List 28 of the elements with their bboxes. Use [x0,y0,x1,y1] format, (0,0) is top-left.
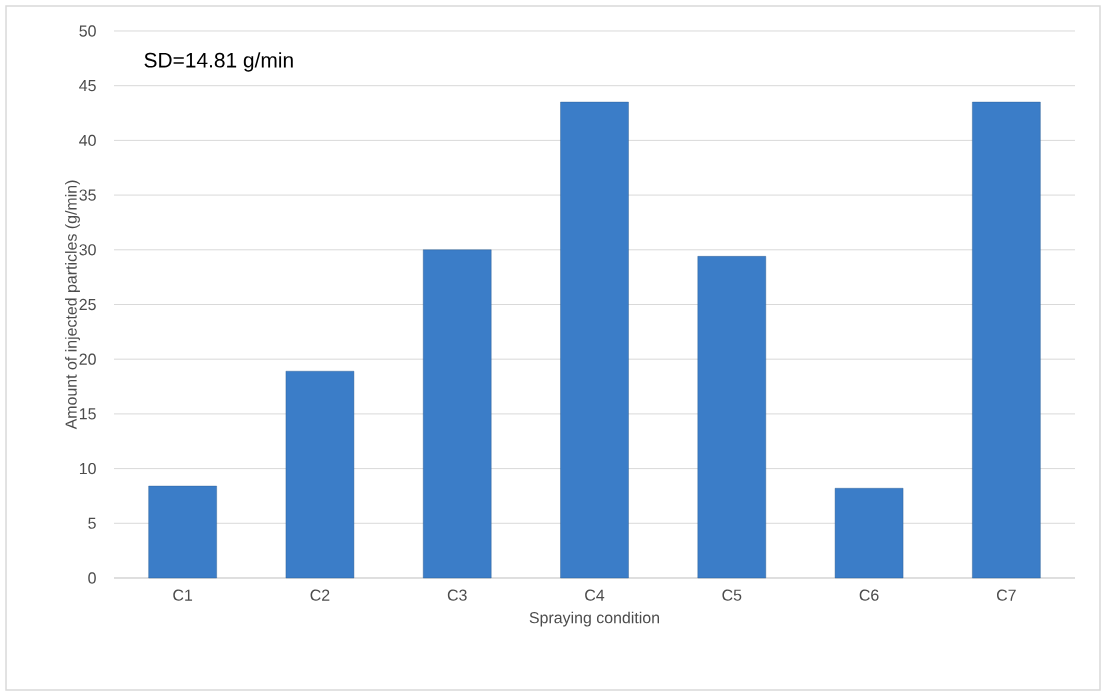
y-axis-title: Amount of injected particles (g/min) [65,180,80,430]
y-tick-label: 40 [79,134,96,147]
y-tick-label: 20 [79,353,96,365]
x-tick-label: C1 [173,589,193,601]
x-axis-title: Spraying condition [529,611,659,627]
y-tick-label: 10 [79,462,96,475]
annotation: SD=14.81 g/min [144,52,293,72]
y-tick-label: 15 [79,408,96,420]
x-tick-label: C2 [310,589,330,601]
y-tick-label: 50 [79,25,96,37]
bar [560,101,629,579]
y-tick-label: 35 [79,189,96,201]
y-tick-label: 45 [79,80,96,92]
y-tick-label: 5 [88,517,96,529]
bar [972,101,1041,579]
y-tick-label: 0 [88,572,96,584]
x-tick-label: C5 [722,589,742,601]
bar [834,488,904,579]
x-tick-label: C7 [996,589,1016,601]
x-tick-label: C3 [447,589,467,601]
bar [285,371,355,579]
bar [148,485,217,579]
x-tick-label: C6 [859,589,879,601]
x-tick-label: C4 [585,589,605,601]
bar [423,249,492,579]
y-tick-label: 30 [79,244,96,256]
y-tick-label: 25 [79,298,96,311]
bar [697,256,766,579]
